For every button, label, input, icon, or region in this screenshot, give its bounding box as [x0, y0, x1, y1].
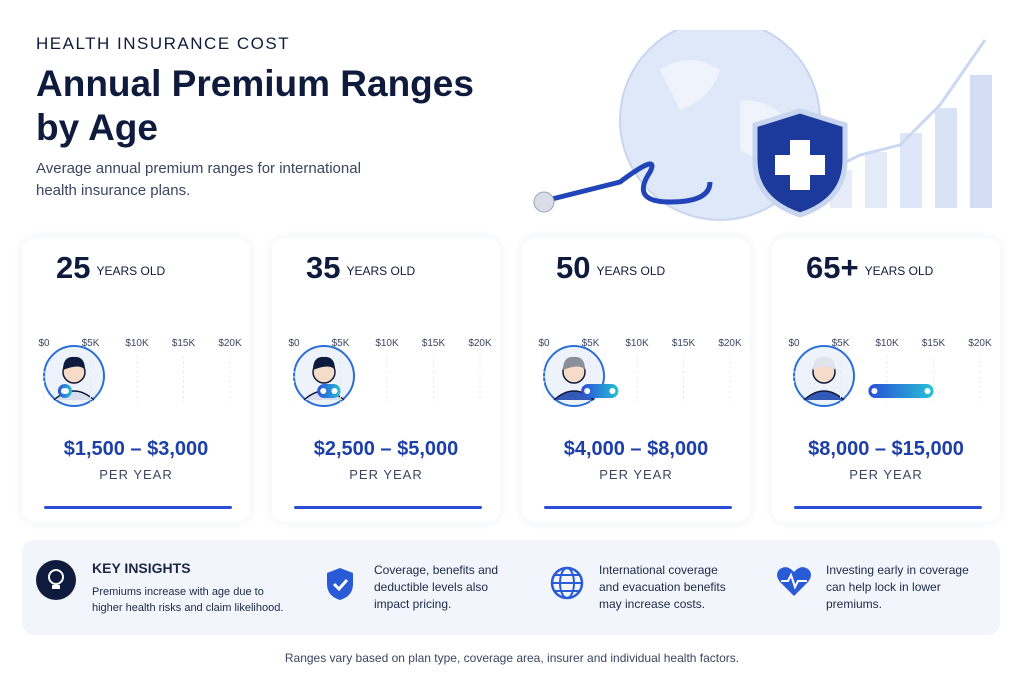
range-label: $1,500 – $3,000 [63, 438, 209, 460]
age-unit: YEARS OLD [596, 264, 666, 278]
age: 25 [56, 250, 91, 285]
underline [294, 506, 482, 509]
insight: Coverage, benefits and deductible levels… [374, 563, 499, 611]
insights-title: KEY INSIGHTS [92, 560, 191, 576]
underline [794, 506, 982, 509]
unit-label: PER YEAR [99, 467, 173, 482]
range-chart: $0 $5K $10K $15K $20K [38, 338, 242, 402]
card-header: 35 YEARS OLD [292, 250, 416, 407]
insights: KEY INSIGHTS Premiums increase with age … [22, 540, 1000, 635]
age-unit: YEARS OLD [346, 264, 416, 278]
shield-icon [327, 568, 353, 600]
unit-label: PER YEAR [599, 467, 673, 482]
card-header: 50 YEARS OLD [542, 250, 666, 407]
bulb-icon [36, 560, 76, 600]
cards: 25 YEARS OLD $0 $5K $10K $15K $20K $1,500 – $3,… [22, 238, 1000, 522]
x-tick-label: $5K [332, 338, 350, 349]
range-label: $4,000 – $8,000 [563, 438, 709, 460]
x-tick-label: $10K [375, 338, 399, 349]
x-tick-label: $20K [718, 338, 742, 349]
x-tick-label: $15K [922, 338, 946, 349]
range-bar [581, 384, 619, 398]
illustration [533, 30, 992, 221]
age: 35 [306, 250, 341, 285]
range-end [609, 388, 616, 394]
range-chart: $0 $5K $10K $15K $20K [288, 338, 492, 402]
x-tick-label: $10K [875, 338, 899, 349]
x-tick-label: $20K [968, 338, 992, 349]
age-card: 65+ YEARS OLD $0 $5K $10K $15K $20K $8,000 – $1… [772, 238, 1000, 522]
age: 65+ [806, 250, 859, 285]
range-label: $2,500 – $5,000 [313, 438, 459, 460]
x-tick-label: $15K [422, 338, 446, 349]
avatar-hair [563, 356, 585, 370]
range-bar [317, 384, 341, 398]
x-tick-label: $10K [625, 338, 649, 349]
age-card: 35 YEARS OLD $0 $5K $10K $15K $20K $2,500 – $5,… [272, 238, 500, 522]
x-tick-label: $15K [172, 338, 196, 349]
range-end [62, 388, 69, 394]
avatar-hair [313, 356, 335, 370]
unit-label: PER YEAR [849, 467, 923, 482]
footer: Ranges vary based on plan type, coverage… [284, 651, 740, 665]
card-header: 25 YEARS OLD [42, 250, 166, 407]
range-end [584, 388, 591, 394]
avatar-hair [813, 356, 835, 370]
x-tick-label: $0 [538, 338, 550, 349]
avatar [793, 345, 855, 407]
card-header: 65+ YEARS OLD [792, 250, 934, 407]
age-unit: YEARS OLD [864, 264, 934, 278]
x-tick-label: $5K [832, 338, 850, 349]
avatar-hair [63, 356, 85, 370]
range-end [871, 388, 878, 394]
range-end [331, 388, 338, 394]
unit-label: PER YEAR [349, 467, 423, 482]
x-tick-label: $5K [82, 338, 100, 349]
age: 50 [556, 250, 591, 285]
x-tick-label: $0 [38, 338, 50, 349]
subtitle: Average annual premium ranges for intern… [36, 160, 361, 199]
globe-icon [550, 566, 584, 600]
age-unit: YEARS OLD [96, 264, 166, 278]
range-label: $8,000 – $15,000 [808, 438, 964, 460]
x-tick-label: $20K [218, 338, 242, 349]
title: Annual Premium Ranges by Age [36, 63, 474, 148]
x-tick-label: $5K [582, 338, 600, 349]
insight: Investing early in coverage can help loc… [826, 563, 969, 611]
range-chart: $0 $5K $10K $15K $20K [788, 338, 992, 402]
eyebrow: HEALTH INSURANCE COST [36, 34, 291, 53]
range-chart: $0 $5K $10K $15K $20K [538, 338, 742, 402]
x-tick-label: $20K [468, 338, 492, 349]
range-end [924, 388, 931, 394]
x-tick-label: $10K [125, 338, 149, 349]
heart-icon [777, 567, 811, 596]
x-tick-label: $15K [672, 338, 696, 349]
x-tick-label: $0 [288, 338, 300, 349]
insight: International coverage and evacuation be… [599, 563, 726, 611]
range-bar [868, 384, 934, 398]
age-card: 50 YEARS OLD $0 $5K $10K $15K $20K $4,000 – $8,… [522, 238, 750, 522]
x-tick-label: $0 [788, 338, 800, 349]
underline [544, 506, 732, 509]
insight: Premiums increase with age due to higher… [92, 586, 284, 614]
range-end [320, 388, 327, 394]
age-card: 25 YEARS OLD $0 $5K $10K $15K $20K $1,500 – $3,… [22, 238, 250, 522]
underline [44, 506, 232, 509]
